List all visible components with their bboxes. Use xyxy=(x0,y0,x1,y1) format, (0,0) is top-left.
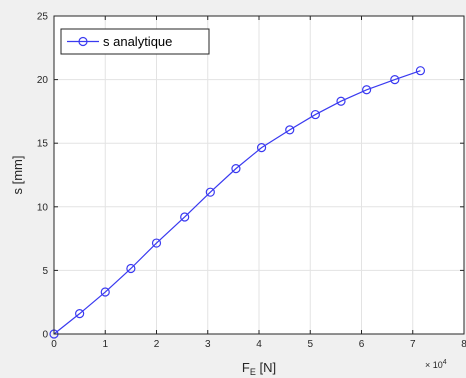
data-point xyxy=(336,96,346,106)
x-tick-label: 5 xyxy=(307,339,313,350)
legend-marker xyxy=(78,36,88,47)
series-layer xyxy=(49,66,426,339)
data-point xyxy=(100,287,110,297)
data-point xyxy=(126,263,136,274)
x-tick-label: 7 xyxy=(410,339,416,350)
series-line xyxy=(53,70,421,335)
data-point xyxy=(310,109,320,120)
data-point xyxy=(390,74,400,85)
y-tick-label: 15 xyxy=(37,139,49,150)
data-point xyxy=(151,238,162,248)
y-tick-label: 20 xyxy=(37,75,49,86)
y-tick-label: 5 xyxy=(42,266,48,277)
x-tick-label: 1 xyxy=(102,339,108,350)
x-exponent-power: 4 xyxy=(443,359,447,366)
x-tick-label: 3 xyxy=(205,339,211,350)
data-point xyxy=(75,309,85,319)
x-tick-label: 2 xyxy=(154,339,160,350)
y-tick-label: 25 xyxy=(37,12,49,23)
x-exponent-base: × 10 xyxy=(425,360,443,370)
x-axis-label-main: F xyxy=(242,360,250,375)
data-point xyxy=(285,125,295,135)
x-tick-label: 6 xyxy=(359,339,365,350)
y-tick-label: 0 xyxy=(42,330,48,341)
legend: s analytique xyxy=(60,28,210,55)
data-point xyxy=(205,187,215,197)
x-tick-label: 4 xyxy=(256,339,262,350)
data-point xyxy=(362,85,372,95)
x-axis-label-sub: E xyxy=(250,367,256,377)
data-point xyxy=(415,66,426,76)
data-point xyxy=(180,212,190,222)
legend-label: s analytique xyxy=(103,34,172,49)
x-tick-label: 8 xyxy=(461,339,466,350)
x-axis-label-unit: [N] xyxy=(256,360,276,375)
x-axis-label: FE [N] xyxy=(242,360,276,377)
data-point xyxy=(231,164,241,174)
ticks-layer: 0 1 2 3 4 5 6 7 8 0 5 10 15 20 25 xyxy=(37,12,466,351)
data-point xyxy=(256,143,267,153)
x-exponent-label: × 104 xyxy=(425,359,447,370)
y-tick-label: 10 xyxy=(37,202,49,213)
y-axis-label: s [mm] xyxy=(10,156,25,195)
x-tick-label: 0 xyxy=(51,339,57,350)
